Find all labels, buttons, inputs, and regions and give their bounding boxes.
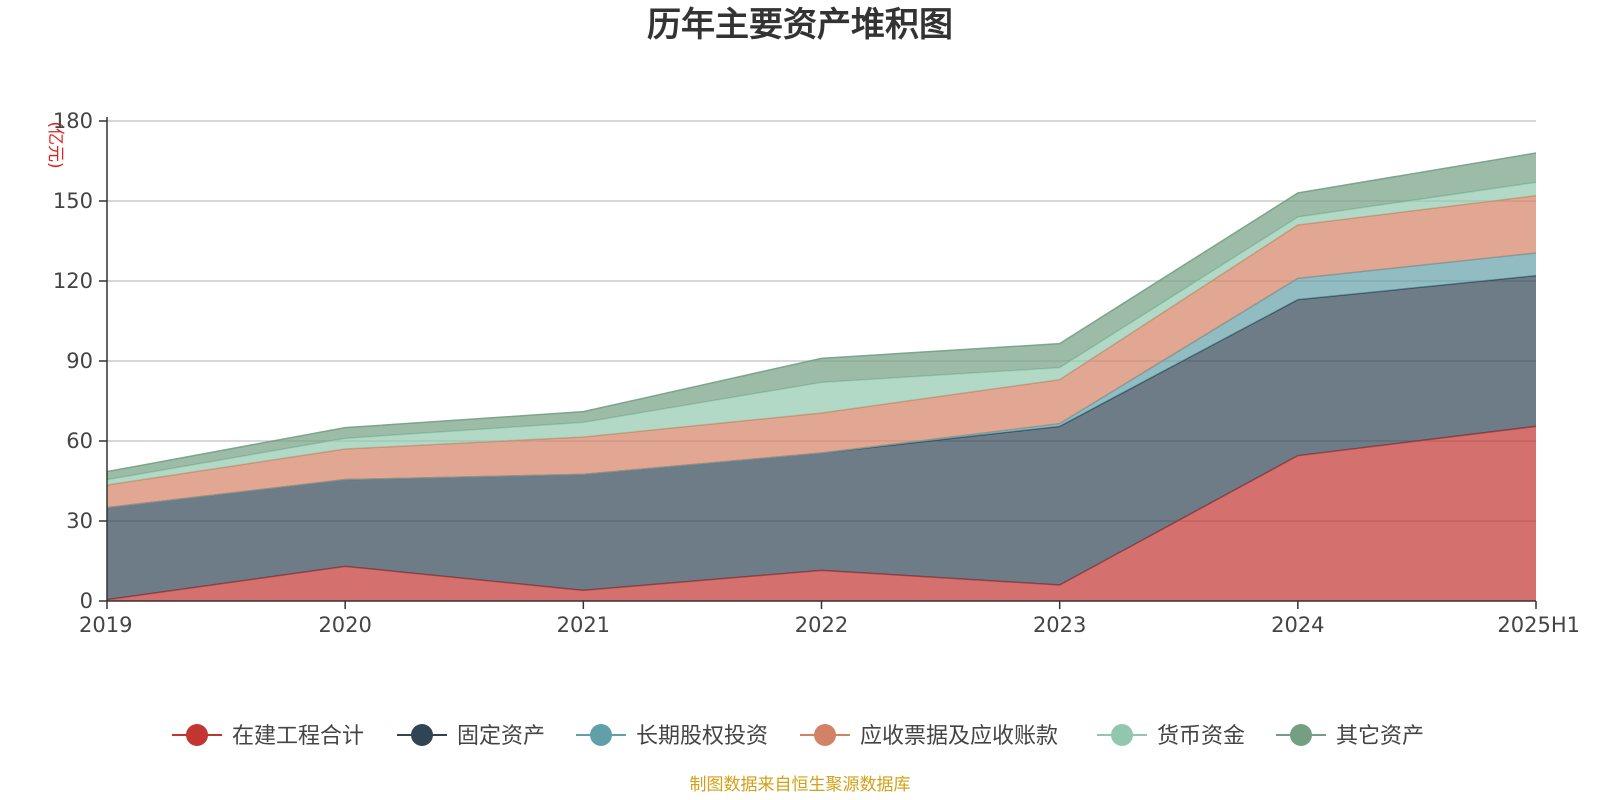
x-tick-label: 2023 <box>1033 613 1086 637</box>
y-axis-unit-label: (亿元) <box>45 121 65 168</box>
legend-item-5[interactable]: 货币资金 <box>1097 724 1245 749</box>
legend-marker <box>1111 724 1133 746</box>
legend-item-4[interactable]: 应收票据及应收账款 <box>800 724 1058 749</box>
x-tick-label: 2024 <box>1271 613 1324 637</box>
legend-marker <box>814 724 836 746</box>
x-tick-label: 2022 <box>795 613 848 637</box>
y-tick-label: 120 <box>53 269 93 293</box>
area-series-4 <box>107 195 1536 508</box>
legend-label: 货币资金 <box>1157 724 1245 749</box>
x-tick-label: 2025H1 <box>1497 613 1580 637</box>
chart-title: 历年主要资产堆积图 <box>647 5 953 45</box>
series-areas <box>106 152 1537 601</box>
y-tick-label: 60 <box>66 429 93 453</box>
legend-label: 长期股权投资 <box>636 724 768 749</box>
area-series-1 <box>107 426 1536 601</box>
legend-label: 应收票据及应收账款 <box>860 724 1058 749</box>
y-tick-label: 180 <box>53 109 93 133</box>
legend-label: 其它资产 <box>1336 724 1424 749</box>
x-tick-label: 2020 <box>318 613 371 637</box>
area-series-3 <box>107 253 1536 508</box>
legend-marker <box>590 724 612 746</box>
legend-item-1[interactable]: 在建工程合计 <box>172 724 364 749</box>
area-series-2 <box>107 275 1536 600</box>
y-tick-label: 90 <box>66 349 93 373</box>
legend-label: 固定资产 <box>457 724 545 749</box>
legend-item-3[interactable]: 长期股权投资 <box>576 724 768 749</box>
legend-item-2[interactable]: 固定资产 <box>397 724 545 749</box>
legend-marker <box>186 724 208 746</box>
area-series-6 <box>107 153 1536 480</box>
legend[interactable]: 在建工程合计 固定资产 长期股权投资 应收票据及应收账款 货币资金 其它资产 <box>172 724 1424 749</box>
x-tick-label: 2019 <box>79 613 132 637</box>
axes: 0 30 60 90 120 150 180 2019 2020 2021 2022 2023 2024… <box>53 109 1580 637</box>
legend-item-6[interactable]: 其它资产 <box>1276 724 1424 749</box>
area-series-5 <box>107 182 1536 486</box>
series-line-6 <box>106 152 1537 473</box>
x-tick-label: 2021 <box>557 613 610 637</box>
y-tick-label: 30 <box>66 509 93 533</box>
legend-label: 在建工程合计 <box>232 724 364 749</box>
y-tick-label: 0 <box>80 589 93 613</box>
y-tick-label: 150 <box>53 189 93 213</box>
source-note: 制图数据来自恒生聚源数据库 <box>690 775 911 795</box>
legend-marker <box>1290 724 1312 746</box>
legend-marker <box>411 724 433 746</box>
